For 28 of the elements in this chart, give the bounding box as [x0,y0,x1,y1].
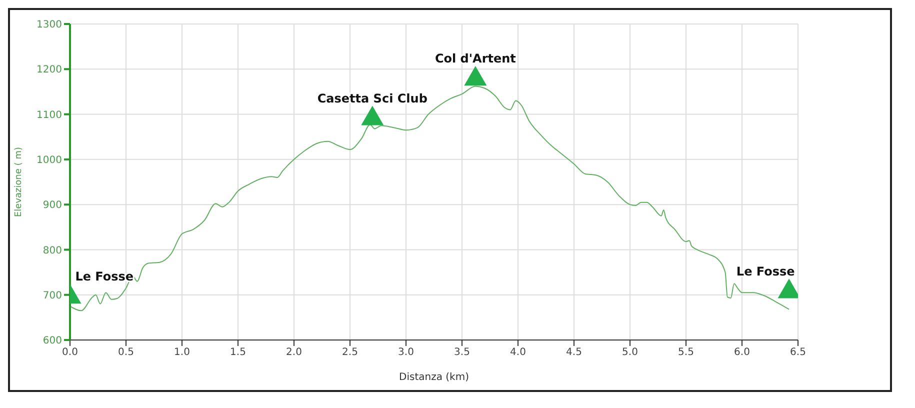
annotation: Le Fosse [75,270,134,284]
annotation: Le Fosse [736,264,795,278]
y-tick-label: 1100 [36,110,62,121]
y-tick-label: 800 [42,245,62,256]
x-tick-label: 6.5 [790,347,806,358]
y-axis-title: Elevazione ( m) [14,146,24,218]
x-tick-label: 2.0 [286,347,302,358]
x-tick-label: 5.5 [678,347,694,358]
x-tick-label: 5.0 [622,347,638,358]
x-tick-label: 6.0 [734,347,750,358]
y-tick-label: 700 [42,290,62,302]
x-tick-label: 3.5 [454,347,470,358]
y-tick-label: 1200 [36,64,62,76]
x-tick-label: 2.5 [342,347,358,358]
annotation: Casetta Sci Club [317,91,428,106]
y-tick-label: 600 [42,336,62,347]
x-tick-label: 1.5 [230,347,246,358]
x-tick-label: 4.0 [510,347,526,358]
x-tick-label: 1.0 [174,347,190,358]
x-tick-label: 0.0 [62,347,78,358]
x-tick-label: 4.5 [566,347,582,358]
annotation: Col d'Artent [434,52,516,66]
x-tick-label: 3.0 [398,347,414,358]
y-tick-label: 1000 [36,154,62,166]
x-axis-title: Distanza (km) [399,372,470,383]
x-tick-label: 0.5 [118,347,134,358]
y-tick-label: 1300 [36,20,62,31]
y-tick-label: 900 [42,200,62,212]
